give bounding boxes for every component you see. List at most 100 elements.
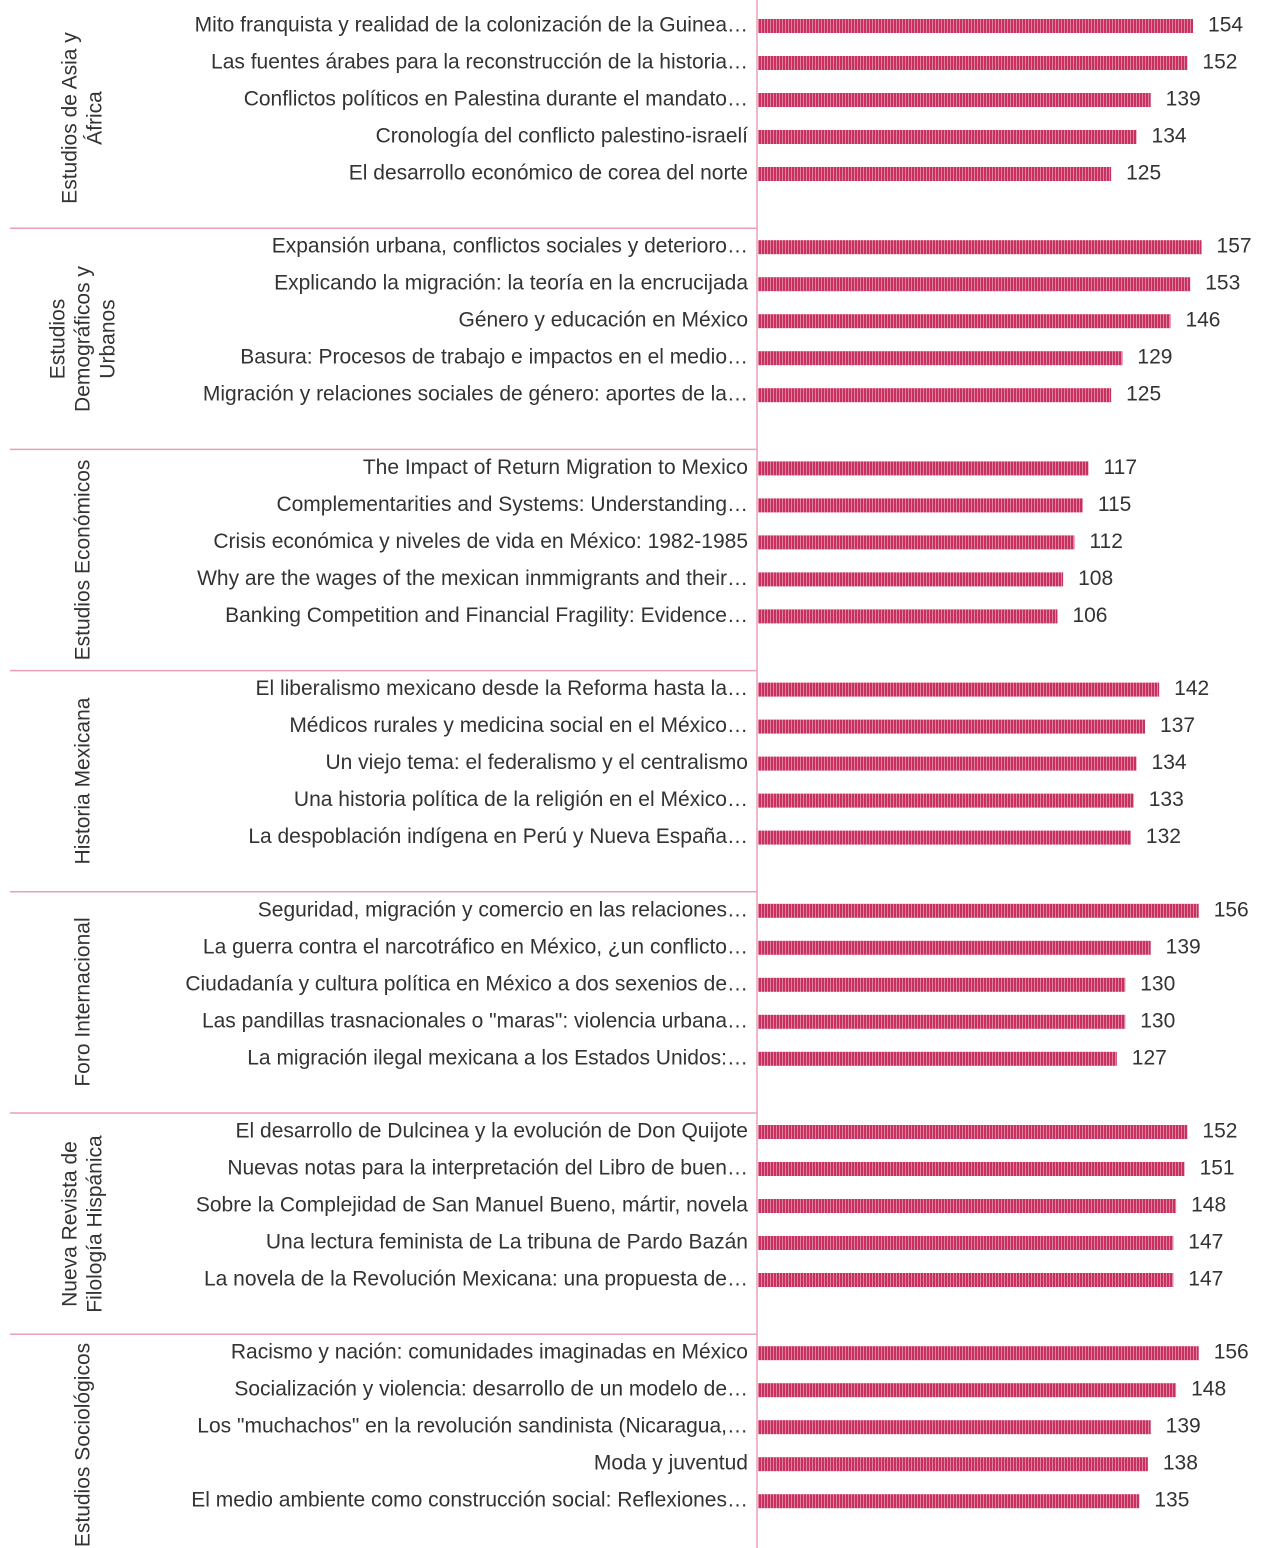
value-label: 127 bbox=[1132, 1046, 1167, 1069]
bar bbox=[758, 1273, 1174, 1287]
category-label: Why are the wages of the mexican inmmigr… bbox=[197, 567, 748, 590]
bar bbox=[758, 1494, 1140, 1509]
category-label: El desarrollo de Dulcinea y la evolución… bbox=[236, 1120, 748, 1143]
bar bbox=[758, 793, 1134, 808]
bar bbox=[758, 535, 1075, 550]
bar bbox=[758, 977, 1126, 992]
value-label: 134 bbox=[1152, 751, 1187, 774]
bar bbox=[758, 1014, 1126, 1029]
category-label: Seguridad, migración y comercio en las r… bbox=[258, 898, 748, 921]
bar bbox=[758, 461, 1089, 476]
group-label: Estudios de Asia y África bbox=[58, 31, 106, 204]
bar bbox=[758, 609, 1058, 624]
category-label: Moda y juventud bbox=[594, 1452, 748, 1475]
value-label: 106 bbox=[1072, 604, 1107, 627]
bar bbox=[758, 572, 1064, 587]
bar bbox=[758, 498, 1083, 513]
bar bbox=[758, 1199, 1177, 1213]
value-label: 129 bbox=[1137, 346, 1172, 369]
bar bbox=[758, 903, 1199, 918]
bar bbox=[758, 167, 1112, 181]
bar bbox=[758, 1346, 1199, 1361]
bar bbox=[758, 940, 1151, 955]
category-label: Sobre la Complejidad de San Manuel Bueno… bbox=[196, 1194, 748, 1217]
value-label: 152 bbox=[1202, 51, 1237, 74]
value-label: 138 bbox=[1163, 1452, 1198, 1475]
category-label: Las pandillas trasnacionales o "maras": … bbox=[202, 1009, 748, 1032]
value-label: 154 bbox=[1208, 14, 1243, 37]
group-label: Estudios Demográficos y Urbanos bbox=[45, 265, 119, 412]
bar bbox=[758, 1162, 1185, 1176]
bar bbox=[758, 719, 1146, 734]
value-label: 130 bbox=[1140, 1009, 1175, 1032]
category-label: The Impact of Return Migration to Mexico bbox=[363, 456, 748, 479]
category-label: Un viejo tema: el federalismo y el centr… bbox=[325, 751, 748, 774]
value-label: 156 bbox=[1214, 1341, 1249, 1364]
value-label: 130 bbox=[1140, 972, 1175, 995]
value-label: 108 bbox=[1078, 567, 1113, 590]
category-label: Una lectura feminista de La tribuna de P… bbox=[266, 1231, 748, 1254]
category-label: Explicando la migración: la teoría en la… bbox=[274, 272, 748, 295]
category-label: Una historia política de la religión en … bbox=[294, 788, 748, 811]
category-label: La novela de la Revolución Mexicana: una… bbox=[204, 1268, 748, 1291]
value-label: 132 bbox=[1146, 825, 1181, 848]
bar bbox=[758, 1051, 1117, 1066]
bar bbox=[758, 1236, 1174, 1250]
category-label: La guerra contra el narcotráfico en Méxi… bbox=[203, 935, 748, 958]
category-label: Género y educación en México bbox=[459, 309, 749, 332]
value-label: 125 bbox=[1126, 162, 1161, 185]
category-label: La migración ilegal mexicana a los Estad… bbox=[247, 1046, 748, 1069]
value-label: 142 bbox=[1174, 677, 1209, 700]
value-label: 146 bbox=[1185, 309, 1220, 332]
group-label: Foro Internacional bbox=[70, 917, 94, 1088]
bar bbox=[758, 314, 1171, 329]
value-label: 125 bbox=[1126, 383, 1161, 406]
category-label: Complementarities and Systems: Understan… bbox=[276, 493, 748, 516]
group-label: Estudios Sociológicos bbox=[70, 1342, 94, 1547]
category-label: Mito franquista y realidad de la coloniz… bbox=[195, 14, 748, 37]
bar bbox=[758, 56, 1188, 70]
bar bbox=[758, 1125, 1188, 1139]
value-label: 139 bbox=[1166, 935, 1201, 958]
category-label: Médicos rurales y medicina social en el … bbox=[289, 714, 748, 737]
value-label: 157 bbox=[1217, 235, 1252, 258]
group-label: Nueva Revista de Filología Hispánica bbox=[58, 1134, 106, 1313]
bar bbox=[758, 830, 1131, 845]
category-label: Los "muchachos" en la revolución sandini… bbox=[197, 1415, 748, 1438]
value-label: 152 bbox=[1202, 1120, 1237, 1143]
category-label: Las fuentes árabes para la reconstrucció… bbox=[211, 51, 748, 74]
value-label: 139 bbox=[1166, 88, 1201, 111]
bar bbox=[758, 93, 1151, 107]
category-label: Conflictos políticos en Palestina durant… bbox=[244, 88, 748, 111]
group-label: Estudios Económicos bbox=[70, 459, 94, 661]
value-label: 156 bbox=[1214, 898, 1249, 921]
value-label: 147 bbox=[1188, 1268, 1223, 1291]
value-label: 135 bbox=[1154, 1489, 1189, 1512]
category-label: Migración y relaciones sociales de géner… bbox=[203, 383, 748, 406]
category-label: Socialización y violencia: desarrollo de… bbox=[234, 1378, 748, 1401]
category-label: Expansión urbana, conflictos sociales y … bbox=[272, 235, 748, 258]
category-label: El desarrollo económico de corea del nor… bbox=[349, 162, 748, 185]
bar bbox=[758, 388, 1112, 403]
value-label: 112 bbox=[1089, 530, 1122, 553]
value-label: 147 bbox=[1188, 1231, 1223, 1254]
category-label: Banking Competition and Financial Fragil… bbox=[225, 604, 748, 627]
value-label: 134 bbox=[1152, 125, 1187, 148]
value-label: 139 bbox=[1166, 1415, 1201, 1438]
value-label: 148 bbox=[1191, 1194, 1226, 1217]
group-label: Historia Mexicana bbox=[70, 697, 94, 865]
category-label: Crisis económica y niveles de vida en Mé… bbox=[213, 530, 748, 553]
bar bbox=[758, 277, 1191, 292]
bar bbox=[758, 19, 1194, 33]
value-label: 151 bbox=[1200, 1157, 1235, 1180]
category-label: El medio ambiente como construcción soci… bbox=[191, 1489, 748, 1512]
bar bbox=[758, 1383, 1177, 1398]
bar bbox=[758, 130, 1137, 144]
bar bbox=[758, 240, 1202, 255]
bar bbox=[758, 351, 1123, 366]
bar bbox=[758, 1457, 1148, 1472]
category-label: Nuevas notas para la interpretación del … bbox=[227, 1157, 748, 1180]
value-label: 153 bbox=[1205, 272, 1240, 295]
value-label: 133 bbox=[1149, 788, 1184, 811]
